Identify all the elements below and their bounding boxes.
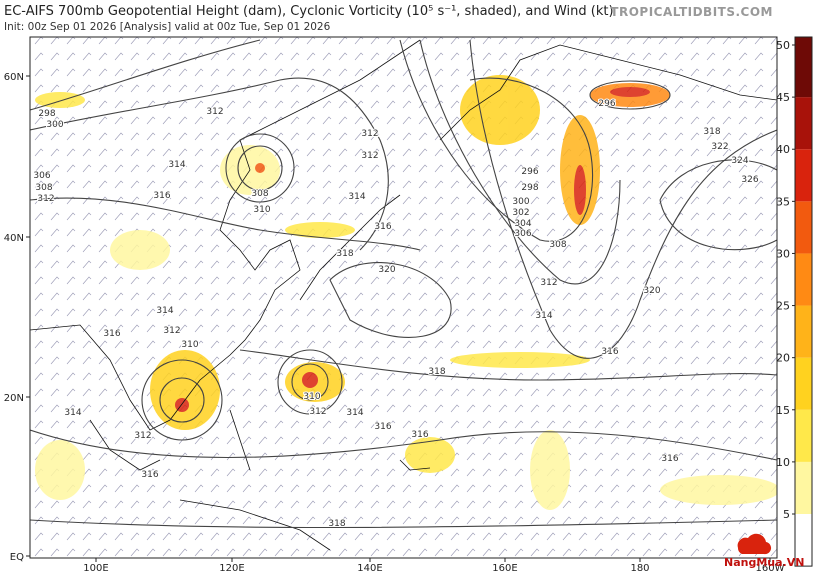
colorbar-segment bbox=[795, 97, 812, 150]
contour-label: 310 bbox=[303, 392, 320, 402]
source: TROPICALTIDBITS.COM bbox=[610, 5, 773, 19]
lon-label: 140E bbox=[357, 563, 382, 573]
contour-label: 308 bbox=[35, 183, 52, 193]
contour-label: 312 bbox=[309, 407, 326, 417]
lat-label: 40N bbox=[4, 233, 24, 244]
contour-label: 322 bbox=[711, 142, 728, 152]
contour-label: 316 bbox=[103, 329, 120, 339]
lat-label: EQ bbox=[10, 552, 24, 563]
contour-label: 312 bbox=[134, 431, 151, 441]
contour-label: 314 bbox=[64, 408, 81, 418]
contour-label: 320 bbox=[643, 286, 660, 296]
colorbar-segment bbox=[795, 409, 812, 462]
contour-label: 314 bbox=[168, 160, 185, 170]
contour-label: 296 bbox=[521, 167, 538, 177]
contour-label: 312 bbox=[37, 194, 54, 204]
lon-label: 160W bbox=[756, 563, 785, 573]
colorbar-segment bbox=[795, 45, 812, 98]
contour-label: 314 bbox=[535, 311, 552, 321]
contour-label: 306 bbox=[514, 229, 531, 239]
colorbar-label: 30 bbox=[776, 247, 790, 260]
colorbar-segment bbox=[795, 201, 812, 254]
lon-label: 180 bbox=[630, 563, 649, 573]
contour-label: 304 bbox=[514, 219, 531, 229]
contour-label: 326 bbox=[741, 175, 758, 185]
title: EC-AIFS 700mb Geopotential Height (dam),… bbox=[4, 4, 614, 19]
colorbar-label: 45 bbox=[776, 91, 790, 104]
colorbar-segment bbox=[795, 149, 812, 202]
lon-label: 120E bbox=[219, 563, 244, 573]
contour-label: 314 bbox=[156, 306, 173, 316]
lon-label: 100E bbox=[83, 563, 108, 573]
contour-label: 312 bbox=[163, 326, 180, 336]
lon-label: 160E bbox=[492, 563, 517, 573]
colorbar: 5 10 15 20 25 30 35 40 45 50 bbox=[776, 36, 813, 567]
contour-label: 296 bbox=[598, 99, 615, 109]
contour-label: 300 bbox=[46, 120, 63, 130]
colorbar-label: 40 bbox=[776, 143, 790, 156]
contour-label: 306 bbox=[33, 171, 50, 181]
contour-label: 316 bbox=[374, 422, 391, 432]
colorbar-segment bbox=[795, 253, 812, 306]
contour-label: 316 bbox=[374, 222, 391, 232]
init-line: Init: 00z Sep 01 2026 [Analysis] valid a… bbox=[4, 21, 331, 33]
lat-label: 60N bbox=[4, 72, 24, 83]
contour-label: 318 bbox=[428, 367, 445, 377]
contour-label: 324 bbox=[731, 156, 748, 166]
contour-label: 312 bbox=[361, 151, 378, 161]
contour-label: 316 bbox=[153, 191, 170, 201]
contour-label: 312 bbox=[361, 129, 378, 139]
colorbar-label: 10 bbox=[776, 456, 790, 469]
colorbar-segment bbox=[795, 305, 812, 358]
colorbar-label: 25 bbox=[776, 300, 790, 313]
contour-label: 318 bbox=[703, 127, 720, 137]
contour-label: 308 bbox=[251, 189, 268, 199]
contour-label: 316 bbox=[411, 430, 428, 440]
colorbar-label: 50 bbox=[776, 39, 790, 52]
contour-label: 318 bbox=[336, 249, 353, 259]
axes: 60N 40N 20N EQ 100E 120E 140E 160E 180 160W bbox=[4, 72, 785, 573]
contour-label: 302 bbox=[512, 208, 529, 218]
lat-label: 20N bbox=[4, 393, 24, 404]
contour-label: 298 bbox=[38, 109, 55, 119]
watermark-text: NangMua.VN bbox=[724, 556, 804, 569]
watermark: NangMua.VN bbox=[724, 533, 804, 569]
contour-label: 316 bbox=[601, 347, 618, 357]
colorbar-label: 20 bbox=[776, 352, 790, 365]
contour-label: 298 bbox=[521, 183, 538, 193]
contour-label: 312 bbox=[206, 107, 223, 117]
vorticity-shading bbox=[35, 75, 777, 510]
contour-label: 312 bbox=[540, 278, 557, 288]
height-contours bbox=[30, 39, 777, 529]
contour-label: 310 bbox=[253, 205, 270, 215]
contour-label: 316 bbox=[141, 470, 158, 480]
contour-label: 314 bbox=[346, 408, 363, 418]
contour-label: 320 bbox=[378, 265, 395, 275]
colorbar-segment bbox=[795, 514, 812, 567]
contour-label: 316 bbox=[661, 454, 678, 464]
colorbar-frame bbox=[794, 36, 813, 567]
contour-label: 308 bbox=[549, 240, 566, 250]
colorbar-label: 15 bbox=[776, 404, 790, 417]
colorbar-cap bbox=[795, 37, 812, 45]
colorbar-segment bbox=[795, 357, 812, 410]
colorbar-segment bbox=[795, 461, 812, 514]
colorbar-label: 5 bbox=[783, 508, 790, 521]
contour-label: 318 bbox=[328, 519, 345, 529]
contour-label: 314 bbox=[348, 192, 365, 202]
map-frame bbox=[29, 36, 778, 559]
contour-label: 310 bbox=[181, 340, 198, 350]
contour-label: 300 bbox=[512, 197, 529, 207]
colorbar-label: 35 bbox=[776, 195, 790, 208]
